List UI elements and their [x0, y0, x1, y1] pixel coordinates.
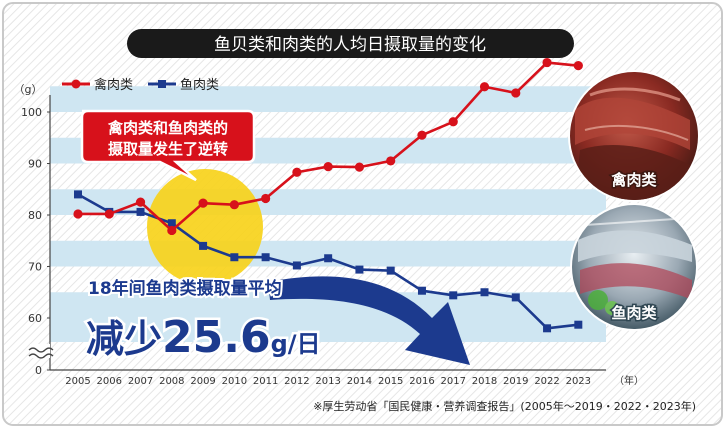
data-point — [542, 57, 552, 68]
x-tick-label: 2009 — [190, 376, 215, 387]
meat-photo: 禽肉类 — [568, 70, 700, 202]
y-tick-labels: 0 60 70 80 90 100 — [21, 106, 50, 377]
x-tick-label: 2018 — [472, 376, 497, 387]
y-tick-label: 90 — [28, 158, 42, 171]
fish-photo: 鱼肉类 — [570, 203, 698, 331]
x-tick-label: 2008 — [159, 376, 184, 387]
y-tick-label: 70 — [28, 261, 42, 274]
grid-band — [50, 86, 606, 112]
y-tick-label: 100 — [21, 106, 42, 119]
summary-annotation: 18年间鱼肉类摄取量平均 减少25.6g/日 — [84, 276, 324, 366]
decrease-arrow — [268, 276, 470, 365]
data-point — [543, 324, 552, 333]
data-point — [355, 265, 364, 274]
data-point — [574, 320, 583, 329]
x-tick-label: 2005 — [65, 376, 90, 387]
x-tick-label: 2007 — [128, 376, 153, 387]
x-tick-label: 2016 — [409, 376, 434, 387]
data-point — [74, 190, 82, 199]
x-tick-label: 2010 — [222, 376, 247, 387]
callout-line-2: 摄取量发生了逆转 — [108, 140, 228, 158]
data-point — [261, 253, 270, 262]
data-point — [199, 241, 208, 250]
summary-big-prefix: 减少 — [86, 317, 162, 361]
summary-big-value: 减少25.6g/日 — [86, 312, 321, 363]
y-tick-label: 0 — [35, 364, 42, 377]
x-tick-label: 2015 — [378, 376, 403, 387]
axes — [49, 95, 606, 371]
data-point — [104, 209, 114, 219]
y-tick-label: 60 — [28, 312, 42, 325]
x-axis-unit: （年） — [614, 374, 644, 387]
data-point — [354, 162, 365, 172]
axis-break — [28, 344, 54, 359]
x-tick-label: 2011 — [253, 376, 278, 387]
x-tick-label: 2017 — [441, 376, 466, 387]
data-point — [480, 288, 489, 297]
summary-line: 18年间鱼肉类摄取量平均 — [88, 278, 282, 299]
data-point — [73, 209, 83, 219]
reversal-callout: 禽肉类和鱼肉类的 摄取量发生了逆转 — [80, 109, 256, 182]
data-point — [261, 193, 271, 204]
y-tick-label: 80 — [28, 209, 42, 222]
x-tick-label: 2019 — [503, 376, 528, 387]
legend: 禽肉类 鱼肉类 — [62, 77, 219, 93]
reversal-highlight — [147, 169, 263, 285]
series-meat — [73, 57, 583, 236]
legend-item-meat: 禽肉类 — [62, 77, 133, 93]
legend-label-fish: 鱼肉类 — [180, 77, 219, 93]
data-point — [292, 261, 301, 270]
grid-band — [50, 240, 606, 267]
callout-line-1: 禽肉类和鱼肉类的 — [107, 119, 228, 137]
data-point — [386, 156, 396, 166]
data-point — [511, 293, 520, 302]
data-point — [167, 219, 176, 228]
summary-number: 25.6 — [162, 312, 271, 363]
fish-photo-label: 鱼肉类 — [611, 304, 657, 322]
source-note: ※厚生劳动省「国民健康・营养调查报告」(2005年～2019・2022・2023… — [313, 399, 696, 413]
x-tick-label: 2022 — [534, 376, 559, 387]
data-point — [230, 253, 239, 262]
data-point — [136, 207, 145, 216]
x-tick-label: 2023 — [566, 376, 591, 387]
data-point — [324, 254, 333, 263]
data-point — [135, 197, 146, 207]
x-tick-label: 2014 — [347, 376, 372, 387]
x-tick-label: 2006 — [97, 376, 122, 387]
data-point — [229, 200, 239, 210]
chart-title: 鱼贝类和肉类的人均日摄取量的变化 — [214, 35, 486, 55]
data-point — [448, 117, 458, 127]
x-tick-labels: 2005 2006 2007 2008 2009 2010 2011 2012 2013 2014… — [65, 376, 591, 387]
data-point — [292, 167, 302, 177]
data-point — [323, 161, 333, 172]
data-point — [511, 88, 521, 98]
grid-band — [50, 318, 606, 342]
legend-label-meat: 禽肉类 — [94, 77, 133, 93]
y-axis-unit: （g） — [14, 83, 43, 96]
data-point — [479, 82, 490, 92]
data-point — [167, 225, 177, 236]
data-point — [198, 198, 208, 208]
data-point — [386, 266, 395, 275]
data-point — [573, 61, 583, 71]
x-tick-label: 2012 — [284, 376, 309, 387]
x-tick-label: 2013 — [315, 376, 340, 387]
title-pill — [127, 29, 574, 58]
data-point — [449, 291, 458, 300]
summary-unit: g/日 — [271, 330, 321, 358]
meat-photo-label: 禽肉类 — [610, 171, 657, 189]
data-point — [417, 130, 427, 140]
legend-item-fish: 鱼肉类 — [148, 77, 219, 93]
data-point — [417, 286, 426, 295]
